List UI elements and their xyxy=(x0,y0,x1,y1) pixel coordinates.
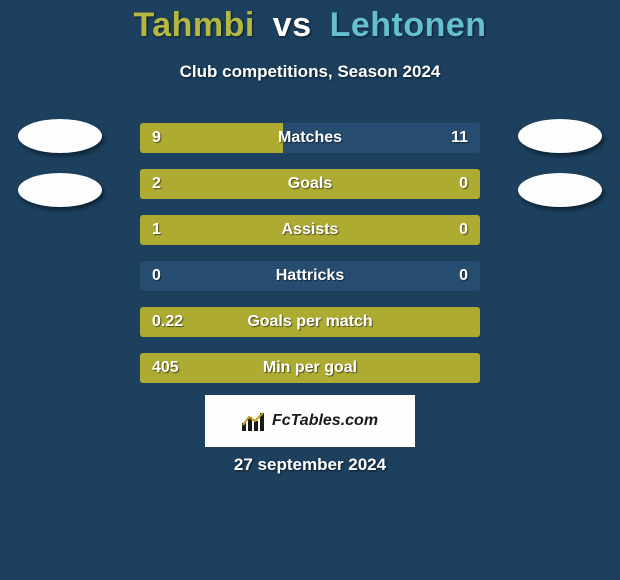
footer-date: 27 september 2024 xyxy=(0,455,620,475)
stat-label: Matches xyxy=(140,123,480,153)
stat-row: 20Goals xyxy=(140,169,480,199)
player1-name: Tahmbi xyxy=(133,6,254,44)
fctables-icon xyxy=(242,411,266,431)
logo-text: FcTables.com xyxy=(272,412,378,430)
page-title: Tahmbi vs Lehtonen xyxy=(0,6,620,45)
subtitle: Club competitions, Season 2024 xyxy=(0,62,620,82)
right-avatar xyxy=(518,119,602,153)
right-avatar xyxy=(518,173,602,207)
stat-label: Assists xyxy=(140,215,480,245)
logo: FcTables.com xyxy=(242,411,378,431)
left-avatar xyxy=(18,173,102,207)
stat-row: 0.22Goals per match xyxy=(140,307,480,337)
title-vs: vs xyxy=(273,6,312,44)
stat-label: Goals xyxy=(140,169,480,199)
stat-label: Goals per match xyxy=(140,307,480,337)
comparison-infographic: Tahmbi vs Lehtonen Club competitions, Se… xyxy=(0,0,620,580)
left-avatar xyxy=(18,119,102,153)
stat-row: 405Min per goal xyxy=(140,353,480,383)
player2-name: Lehtonen xyxy=(330,6,487,44)
stat-row: 10Assists xyxy=(140,215,480,245)
stat-row: 911Matches xyxy=(140,123,480,153)
logo-box: FcTables.com xyxy=(205,395,415,447)
stat-label: Hattricks xyxy=(140,261,480,291)
stat-row: 00Hattricks xyxy=(140,261,480,291)
stat-label: Min per goal xyxy=(140,353,480,383)
